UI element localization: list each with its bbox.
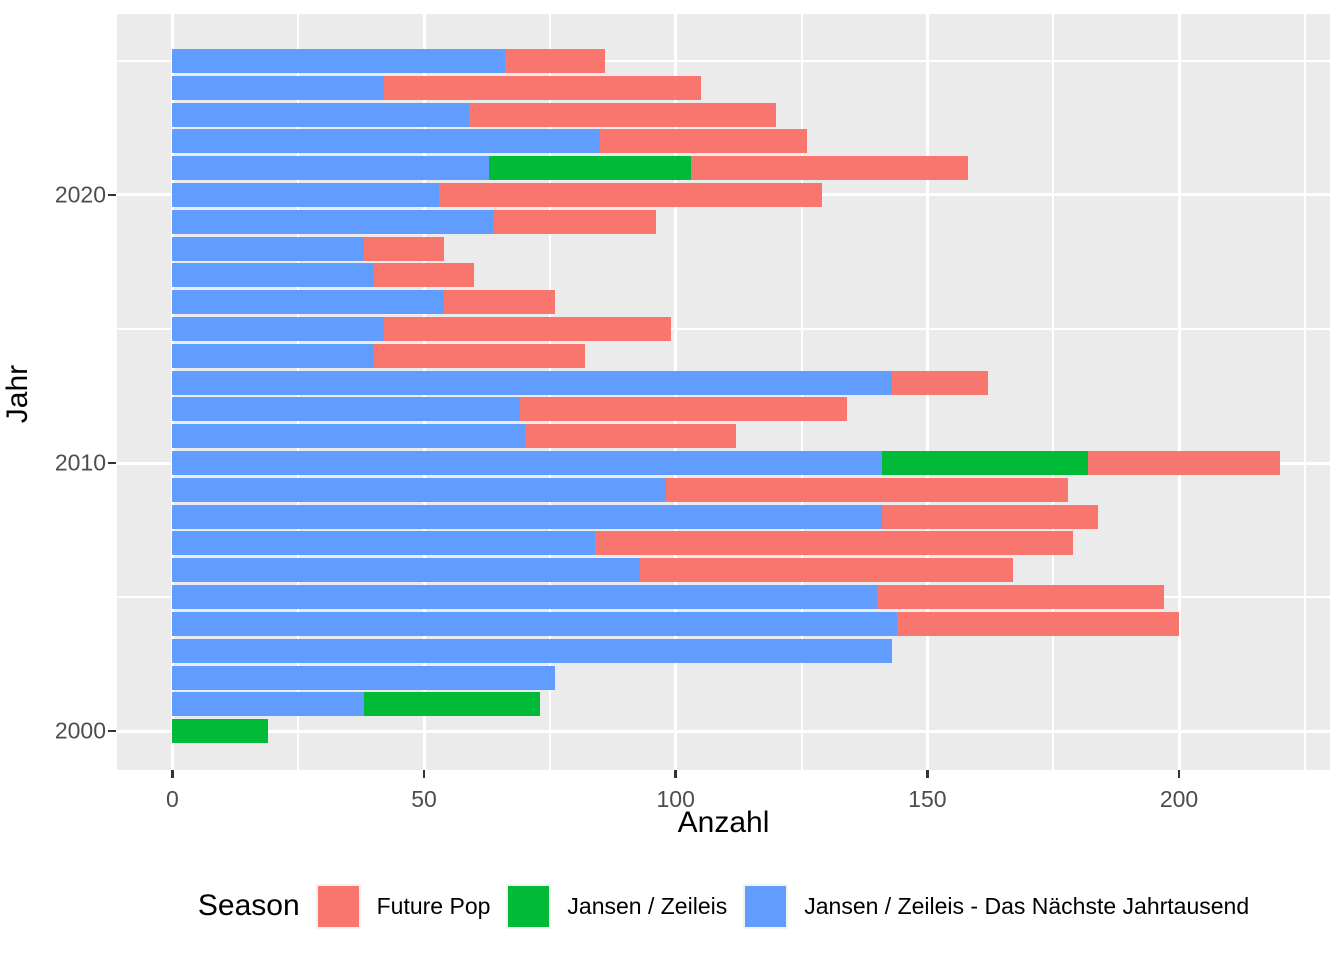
bar-2007-segment [595,531,1074,556]
bar-2020-segment [439,182,822,207]
bar-2025-segment [504,48,606,73]
bar-2006-segment [172,558,641,583]
x-axis-tick [674,770,677,778]
bar-2021-segment [489,156,691,181]
bar-2009-segment [665,477,1069,502]
bar-2016-segment [444,290,555,315]
bar-2005-segment [172,585,877,610]
legend-title: Season [197,889,300,922]
y-axis-tick [108,729,116,733]
bar-2012-segment [519,397,847,422]
y-tick-label: 2000 [54,717,106,744]
bar-2004-segment [172,611,898,636]
legend: Season Future Pop Jansen / Zeileis Janse… [117,878,1330,934]
bar-2016-segment [172,290,445,315]
bar-2013-segment [172,370,893,395]
x-axis-tick [1177,770,1181,778]
bar-2020-segment [172,182,440,207]
y-tick-label: 2010 [54,449,106,476]
legend-label-jansen-zeileis: Jansen / Zeileis [567,892,728,919]
legend-key-jansen-zeileis-dnj [743,883,789,929]
y-axis-title: Jahr [1,364,34,424]
bar-2006-segment [640,558,1013,583]
gridline-minor-horizontal [117,59,1330,62]
bar-2018-segment [363,236,445,261]
legend-key-jansen-zeileis [506,883,552,929]
gridline-minor-vertical [1303,14,1306,770]
bar-2004-segment [897,611,1179,636]
bar-2021-segment [172,156,490,181]
bar-2019-segment [494,209,656,234]
bar-2010-segment [882,451,1089,476]
legend-key-future-pop [315,883,361,929]
bar-2011-segment [524,424,737,449]
bar-2011-segment [172,424,525,449]
gridline-major-horizontal [117,729,1330,733]
legend-label-future-pop: Future Pop [376,892,491,919]
y-tick-label: 2020 [54,181,106,208]
bar-2022-segment [600,129,807,154]
bar-2025-segment [172,48,505,73]
x-tick-label: 150 [908,786,947,812]
bar-2001-segment [363,692,540,717]
x-tick-label: 200 [1159,786,1199,812]
bar-2012-segment [172,397,520,422]
x-tick-label: 100 [656,786,695,812]
bar-2015-segment [383,317,671,341]
bar-2013-segment [892,370,988,395]
x-axis-tick [926,770,929,778]
gridline-major-vertical [1177,14,1181,770]
bar-2001-segment [172,692,364,717]
bar-2002-segment [172,665,555,690]
gridline-minor-vertical [1052,14,1055,770]
x-tick-label: 50 [411,786,437,812]
x-axis-tick [422,770,426,778]
bar-2017-segment [172,263,374,288]
bar-2009-segment [172,477,666,502]
y-axis-tick [108,461,116,465]
bar-2023-segment [469,102,777,127]
bar-2008-segment [882,504,1099,529]
x-tick-label: 0 [165,786,179,812]
bar-2005-segment [877,585,1164,610]
x-axis-tick [171,770,174,778]
bar-2014-segment [373,343,586,368]
plot-panel [117,14,1330,770]
bar-2019-segment [172,209,495,234]
bar-2023-segment [172,102,470,127]
bar-2024-segment [383,75,701,100]
bar-2010-segment [172,451,883,476]
legend-label-jansen-zeileis-dnj: Jansen / Zeileis - Das Nächste Jahrtause… [804,892,1250,919]
bar-2000-segment [172,719,268,744]
bar-2003-segment [172,638,893,663]
bar-2018-segment [172,236,364,261]
bar-2017-segment [373,263,475,288]
bar-2024-segment [172,75,384,100]
bar-2015-segment [172,317,384,341]
bar-2010-segment [1088,451,1280,476]
bar-2007-segment [172,531,596,556]
x-axis-title: Anzahl [677,806,770,839]
bar-2022-segment [172,129,601,154]
gridline-minor-horizontal [117,328,1330,330]
y-axis-tick [108,193,116,197]
bar-2014-segment [172,343,374,368]
bar-2021-segment [690,156,968,181]
bar-2008-segment [172,504,883,529]
